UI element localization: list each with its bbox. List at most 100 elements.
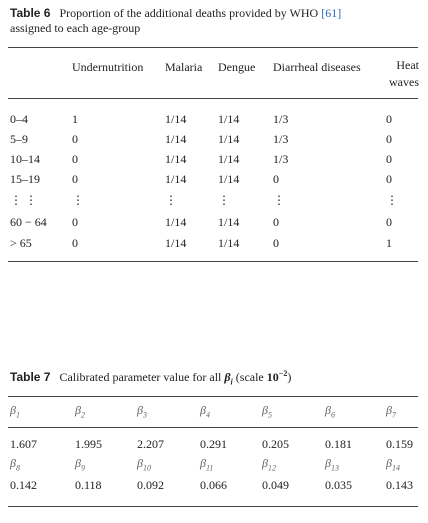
cell: 2.207 xyxy=(137,437,164,451)
subscript-text: 6 xyxy=(330,410,335,420)
parameter: β14 xyxy=(386,456,400,472)
symbol: β xyxy=(224,370,231,384)
rule xyxy=(8,427,418,428)
cell: 1/14 xyxy=(165,172,187,186)
subscript: 13 xyxy=(331,463,339,472)
symbol: β xyxy=(262,456,268,470)
cell: 1/3 xyxy=(273,152,289,166)
caption-text: assigned to each age-group xyxy=(10,21,141,35)
parameter: β12 xyxy=(262,456,276,472)
cell: 0 xyxy=(72,132,78,146)
cell: 0.291 xyxy=(200,437,227,451)
cell: 0 xyxy=(386,172,392,186)
symbol: β xyxy=(325,403,331,417)
subscript-text: 8 xyxy=(15,463,20,473)
cell: 0 xyxy=(72,172,78,186)
symbol: β xyxy=(200,403,206,417)
row-label: 10–14 xyxy=(10,152,40,166)
cell: 1/14 xyxy=(165,132,187,146)
subscript: 5 xyxy=(268,410,272,419)
cell: 0.035 xyxy=(325,478,352,492)
cell: 0.181 xyxy=(325,437,352,451)
symbol: β xyxy=(75,456,81,470)
row-label: 15–19 xyxy=(10,172,40,186)
scale-base: 10 xyxy=(266,370,279,384)
cell: 1.995 xyxy=(75,437,102,451)
subscript: 14 xyxy=(392,463,400,472)
parameter: β7 xyxy=(386,403,396,419)
subscript-text: 2 xyxy=(80,410,85,420)
cell: 0.049 xyxy=(262,478,289,492)
symbol: β xyxy=(10,456,16,470)
subscript: 7 xyxy=(392,410,396,419)
scale-exp: −2 xyxy=(278,369,288,378)
rule xyxy=(8,261,418,262)
subscript: 12 xyxy=(268,463,276,472)
citation-link[interactable]: [61] xyxy=(321,6,342,20)
parameter: β3 xyxy=(137,403,147,419)
symbol: β xyxy=(200,456,206,470)
cell: ⋮ xyxy=(386,193,398,207)
cell: 0.159 xyxy=(386,437,413,451)
cell: 0 xyxy=(72,152,78,166)
caption-text: ) xyxy=(287,370,292,384)
subscript: 6 xyxy=(331,410,335,419)
cell: ⋮ xyxy=(218,193,230,207)
subscript: 8 xyxy=(16,463,20,472)
cell: 1/3 xyxy=(273,112,289,126)
caption-text: (scale xyxy=(235,370,264,384)
parameter: β5 xyxy=(262,403,272,419)
cell: ⋮ xyxy=(273,193,285,207)
cell: 1/3 xyxy=(273,132,289,146)
caption-text: Proportion of the additional deaths prov… xyxy=(59,6,319,20)
subscript-text: 4 xyxy=(205,410,210,420)
cell: 0.143 xyxy=(386,478,413,492)
cell: 1/14 xyxy=(218,236,240,250)
subscript: 9 xyxy=(81,463,85,472)
parameter: β4 xyxy=(200,403,210,419)
column-header: Diarrheal diseases xyxy=(273,60,361,74)
column-header: Malaria xyxy=(165,60,203,74)
symbol: β xyxy=(325,456,331,470)
subscript-text: 10 xyxy=(142,463,151,473)
cell: 0 xyxy=(386,112,392,126)
subscript: 1 xyxy=(16,410,20,419)
cell: 0 xyxy=(72,215,78,229)
row-label: 0–4 xyxy=(10,112,28,126)
parameter: β11 xyxy=(200,456,213,472)
cell: 0 xyxy=(273,172,279,186)
table-label: Table 6 xyxy=(10,6,51,20)
symbol: β xyxy=(262,403,268,417)
subscript: 2 xyxy=(81,410,85,419)
rule xyxy=(8,98,418,99)
column-header: Heat waves xyxy=(389,58,419,89)
subscript-text: 9 xyxy=(80,463,85,473)
symbol: β xyxy=(137,403,143,417)
cell: 1.607 xyxy=(10,437,37,451)
parameter: β6 xyxy=(325,403,335,419)
cell: 0.066 xyxy=(200,478,227,492)
cell: 0.205 xyxy=(262,437,289,451)
cell: ⋮ xyxy=(72,193,84,207)
symbol: β xyxy=(386,456,392,470)
cell: 0.092 xyxy=(137,478,164,492)
subscript-text: 13 xyxy=(330,463,339,473)
cell: 0 xyxy=(273,215,279,229)
cell: 1/14 xyxy=(218,215,240,229)
symbol: β xyxy=(137,456,143,470)
subscript-text: 7 xyxy=(391,410,396,420)
cell: 1/14 xyxy=(218,132,240,146)
parameter: β8 xyxy=(10,456,20,472)
subscript: 4 xyxy=(206,410,210,419)
column-header: Undernutrition xyxy=(72,60,144,74)
cell: 1/14 xyxy=(165,236,187,250)
cell: 1/14 xyxy=(218,152,240,166)
subscript-text: 1 xyxy=(15,410,20,420)
rule xyxy=(8,506,418,507)
cell: 1/14 xyxy=(165,112,187,126)
cell: 0 xyxy=(273,236,279,250)
cell: 0 xyxy=(72,236,78,250)
cell: 0.118 xyxy=(75,478,102,492)
parameter: β2 xyxy=(75,403,85,419)
subscript-text: 14 xyxy=(391,463,400,473)
